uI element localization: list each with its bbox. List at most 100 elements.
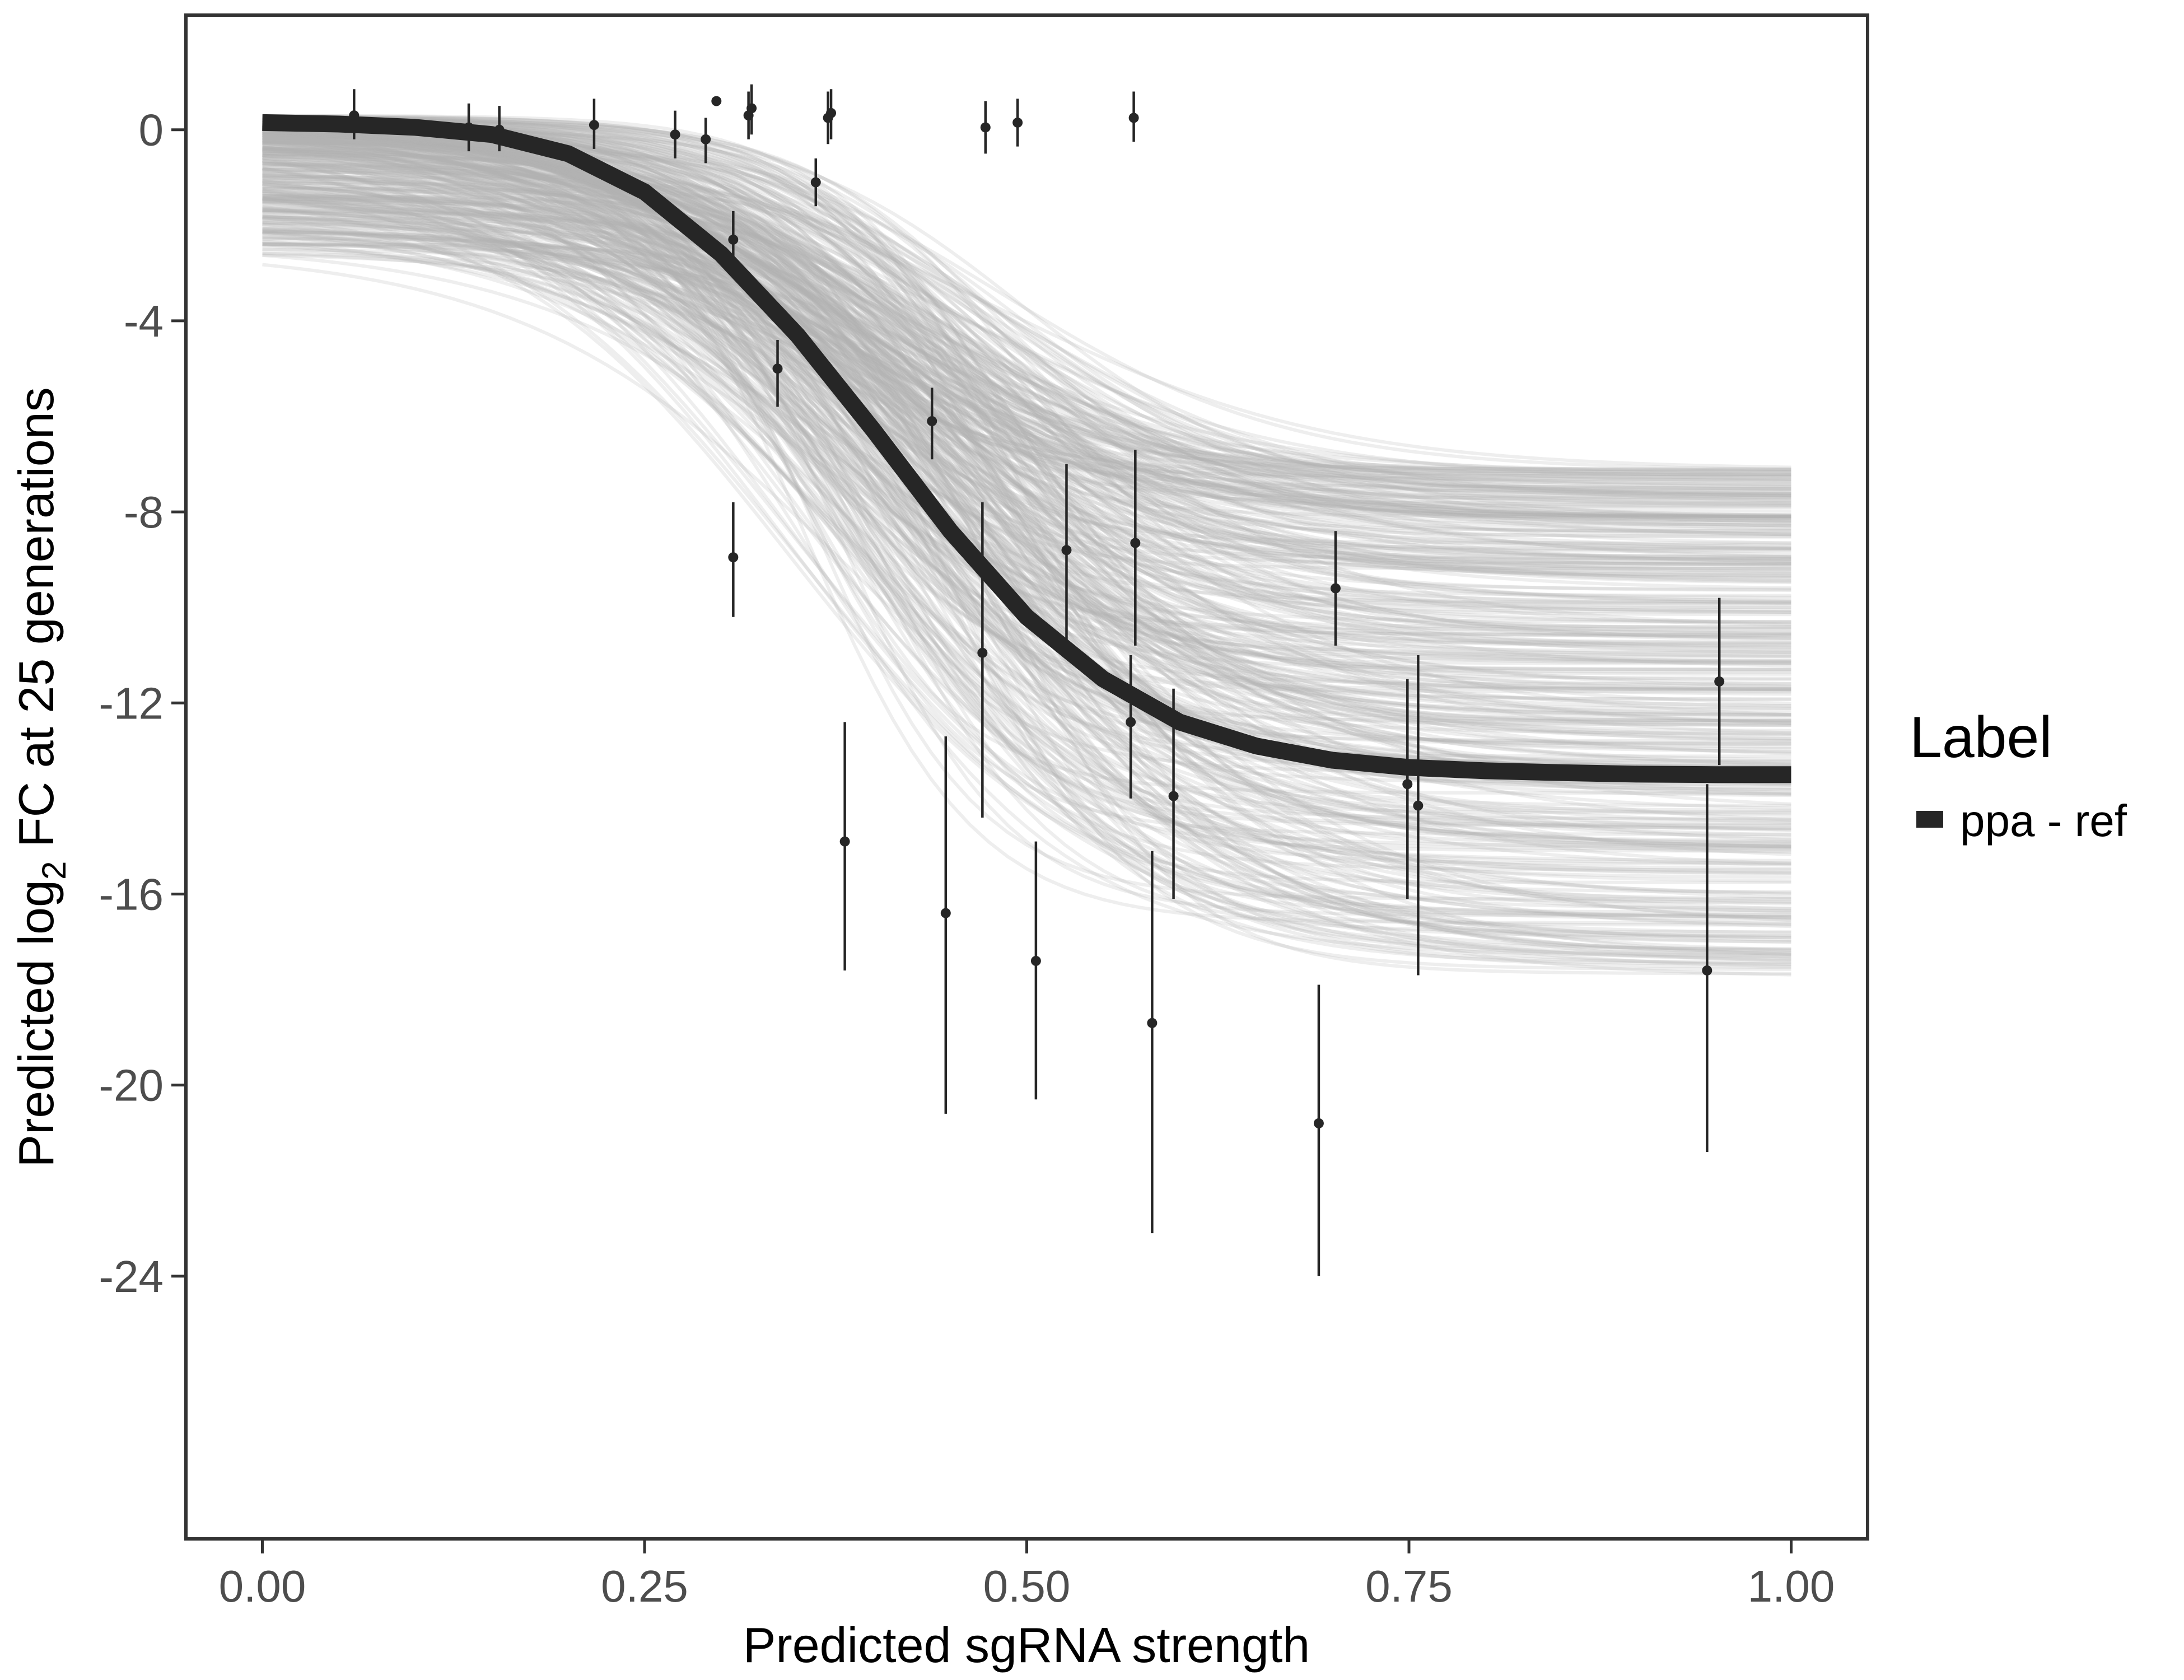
posterior-draw-line [262, 242, 1791, 976]
posterior-draw-line [262, 116, 1791, 536]
posterior-draw-line [262, 165, 1791, 671]
posterior-draw-line [262, 150, 1791, 685]
posterior-draw-line [262, 253, 1791, 959]
posterior-draw-line [262, 124, 1791, 624]
posterior-draw-line [262, 166, 1791, 631]
posterior-draw-line [262, 204, 1791, 921]
posterior-draw-line [262, 119, 1791, 666]
posterior-draw-line [262, 124, 1791, 787]
posterior-draw-line [262, 208, 1791, 510]
posterior-draw-line [262, 242, 1791, 723]
posterior-draw-line [262, 162, 1791, 599]
posterior-draw-line [262, 237, 1791, 961]
posterior-draw-line [262, 140, 1791, 842]
posterior-draw-line [262, 132, 1791, 481]
posterior-draw-line [262, 194, 1791, 571]
observation-point [701, 134, 711, 144]
posterior-draw-line [262, 127, 1791, 496]
observation-point [1012, 117, 1023, 128]
posterior-draw-line [262, 166, 1791, 832]
posterior-draw-line [262, 199, 1791, 530]
posterior-draw-line [262, 210, 1791, 692]
y-tick-label: -4 [124, 296, 164, 346]
posterior-draw-line [262, 146, 1791, 917]
posterior-draw-line [262, 124, 1791, 688]
posterior-draw-line [262, 211, 1791, 938]
posterior-draw-line [262, 223, 1791, 571]
posterior-draw-line [262, 186, 1791, 646]
posterior-draw-line [262, 198, 1791, 563]
posterior-draw-line [262, 124, 1791, 934]
posterior-draw-line [262, 137, 1791, 725]
posterior-draw-line [262, 198, 1791, 627]
posterior-draw-line [262, 143, 1791, 884]
posterior-draw-line [262, 179, 1791, 919]
posterior-draw-line [262, 251, 1791, 743]
posterior-draw-line [262, 133, 1791, 664]
posterior-draw-line [262, 138, 1791, 491]
posterior-draw-line [262, 115, 1791, 640]
posterior-draw-line [262, 146, 1791, 725]
posterior-draw-line [262, 206, 1791, 682]
posterior-draw-line [262, 147, 1791, 708]
posterior-draw-line [262, 139, 1791, 520]
posterior-draw-line [262, 128, 1791, 741]
observation-point [1714, 676, 1725, 687]
posterior-draw-line [262, 240, 1791, 482]
observation-point [826, 108, 837, 118]
observation-point [1313, 1118, 1324, 1128]
posterior-draw-line [262, 132, 1791, 717]
posterior-draw-line [262, 138, 1791, 866]
posterior-draw-line [262, 120, 1791, 474]
observation-point [980, 122, 991, 133]
posterior-draw-line [262, 214, 1791, 561]
posterior-draw-line [262, 165, 1791, 647]
posterior-draw-line [262, 242, 1791, 743]
legend: Label ppa - ref [1910, 705, 2127, 846]
posterior-draw-line [262, 198, 1791, 606]
posterior-draw-line [262, 156, 1791, 865]
posterior-draw-line [262, 167, 1791, 525]
posterior-draw-line [262, 159, 1791, 551]
posterior-draw-line [262, 147, 1791, 612]
posterior-draw-line [262, 222, 1791, 575]
y-axis-title: Predicted log2 FC at 25 generations [8, 387, 73, 1167]
posterior-draw-line [262, 196, 1791, 573]
posterior-draw-line [262, 137, 1791, 755]
posterior-draw-line [262, 118, 1791, 635]
posterior-draw-line [262, 123, 1791, 772]
posterior-draw-line [262, 174, 1791, 692]
fit-curve-layer [262, 114, 1791, 783]
y-tick-label: -12 [99, 678, 164, 728]
posterior-draw-line [262, 146, 1791, 839]
posterior-draw-line [262, 243, 1791, 693]
posterior-draw-line [262, 181, 1791, 569]
posterior-draw-line [262, 127, 1791, 870]
posterior-draw-line [262, 146, 1791, 603]
posterior-draw-line [262, 231, 1791, 717]
posterior-draws [262, 114, 1791, 977]
posterior-draw-line [262, 136, 1791, 942]
posterior-draw-line [262, 178, 1791, 503]
posterior-draw-line [262, 115, 1791, 519]
posterior-draw-line [262, 123, 1791, 523]
posterior-draw-line [262, 182, 1791, 614]
posterior-draw-line [262, 122, 1791, 674]
posterior-draw-line [262, 139, 1791, 883]
posterior-draw-line [262, 158, 1791, 659]
observation-point [1128, 113, 1139, 123]
posterior-draw-line [262, 119, 1791, 913]
observation-point [589, 120, 599, 130]
observation-point [1061, 545, 1072, 556]
observation-point [1330, 583, 1341, 594]
posterior-draw-line [262, 197, 1791, 938]
posterior-draw-line [262, 115, 1791, 505]
y-tick-label: -20 [99, 1061, 164, 1110]
posterior-draw-line [262, 146, 1791, 738]
x-tick-label: 1.00 [1748, 1561, 1835, 1611]
posterior-draw-line [262, 189, 1791, 952]
posterior-draw-line [262, 154, 1791, 500]
posterior-draw-line [262, 114, 1791, 732]
posterior-draw-line [262, 155, 1791, 469]
posterior-draw-line [262, 114, 1791, 664]
